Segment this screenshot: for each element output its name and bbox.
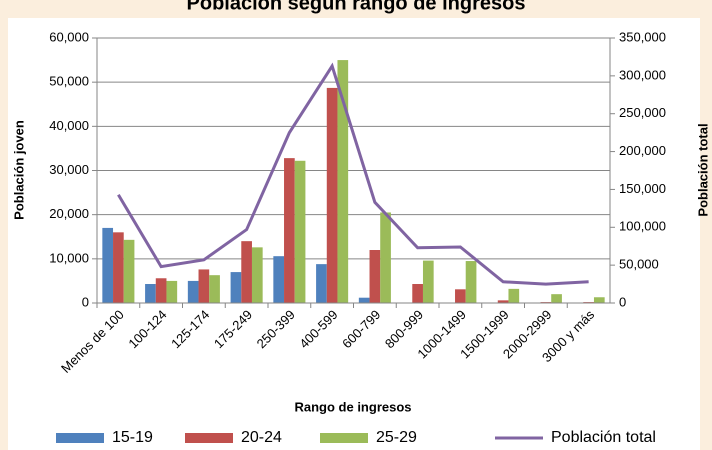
bar (155, 278, 167, 303)
legend-swatch (185, 433, 233, 443)
legend-label: 20-24 (241, 429, 282, 446)
y2-tick-label: 350,000 (619, 29, 666, 44)
bar (593, 297, 605, 303)
legend-swatch (320, 433, 368, 443)
bar (198, 269, 210, 303)
bar (316, 264, 327, 303)
bar (422, 260, 434, 303)
y2-tick-label: 100,000 (619, 219, 666, 234)
bar (187, 280, 199, 303)
bar (412, 284, 423, 303)
bar (102, 227, 114, 303)
bar (455, 289, 466, 303)
y2-tick-label: 0 (619, 294, 626, 309)
bar (294, 160, 306, 303)
y-tick-label: 30,000 (49, 162, 89, 177)
bar (273, 256, 285, 303)
bar (145, 284, 156, 303)
bar (337, 60, 349, 304)
bar (358, 297, 370, 303)
bar (209, 275, 220, 303)
legend-label: Población total (551, 429, 656, 446)
y2-tick-label: 250,000 (619, 105, 666, 120)
bar (497, 300, 509, 303)
y-tick-label: 40,000 (49, 118, 89, 133)
x-axis-label: Rango de ingresos (294, 399, 411, 414)
y-tick-label: 20,000 (49, 206, 89, 221)
bar (369, 250, 381, 303)
y-tick-label: 50,000 (49, 74, 89, 89)
bar (166, 280, 178, 303)
y2-tick-label: 150,000 (619, 181, 666, 196)
y-tick-label: 0 (82, 294, 89, 309)
line (117, 62, 589, 286)
bar (326, 87, 338, 304)
y2-tick-label: 200,000 (619, 143, 666, 158)
bar (284, 158, 295, 303)
y2-tick-label: 50,000 (619, 257, 659, 272)
legend-label: 25-29 (376, 429, 417, 446)
bar (380, 212, 391, 303)
bar (241, 241, 252, 303)
legend-swatch (56, 433, 104, 443)
y2-tick-label: 300,000 (619, 67, 666, 82)
bar (551, 294, 562, 303)
bar (230, 272, 242, 303)
bar (123, 239, 135, 303)
y2-axis-label: Población total (695, 123, 710, 216)
y-tick-label: 10,000 (49, 250, 89, 265)
legend-label: 15-19 (112, 429, 153, 446)
chart-title: Población según rango de ingresos (187, 0, 526, 14)
bar (508, 288, 520, 303)
y-axis-label: Población joven (11, 120, 26, 220)
y-tick-label: 60,000 (49, 29, 89, 44)
bar (251, 247, 263, 303)
bar (465, 261, 477, 303)
bar (113, 232, 124, 303)
